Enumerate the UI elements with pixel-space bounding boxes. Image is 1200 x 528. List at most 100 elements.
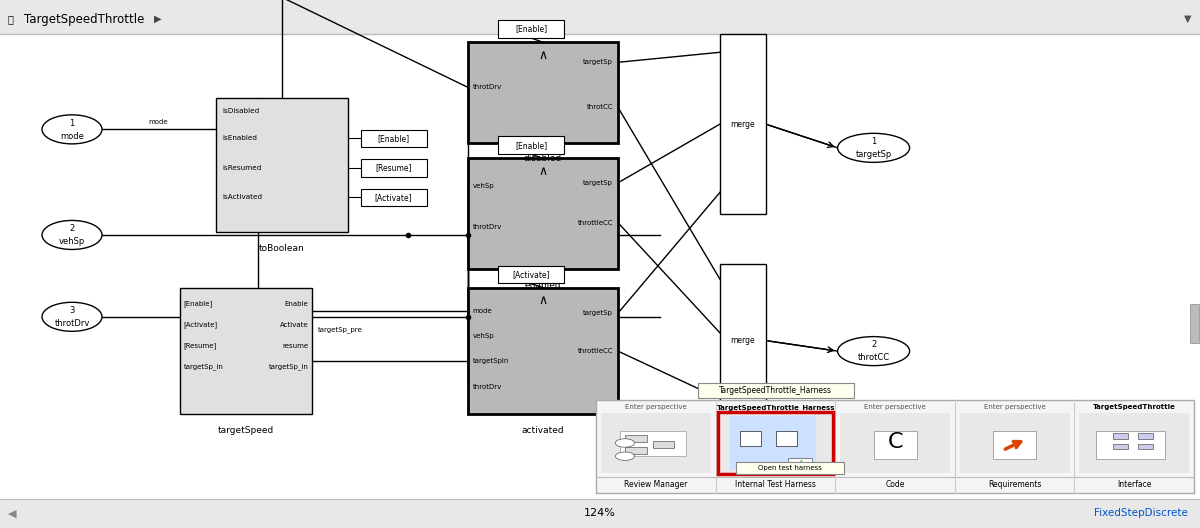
Text: [Enable]: [Enable] xyxy=(515,24,547,34)
Text: targetSp_in: targetSp_in xyxy=(269,364,308,370)
Text: targetSpIn: targetSpIn xyxy=(473,359,509,364)
FancyBboxPatch shape xyxy=(498,266,564,283)
Text: targetSp_pre: targetSp_pre xyxy=(318,327,362,333)
FancyBboxPatch shape xyxy=(180,288,312,414)
Text: ✓: ✓ xyxy=(796,458,804,468)
Text: Review Manager: Review Manager xyxy=(624,480,688,489)
Text: merge: merge xyxy=(731,119,755,129)
Text: TargetSpeedThrottle_Harness: TargetSpeedThrottle_Harness xyxy=(716,404,835,411)
Text: isResumed: isResumed xyxy=(222,165,262,171)
Text: Internal Test Harness: Internal Test Harness xyxy=(736,480,816,489)
Text: activated: activated xyxy=(522,426,564,435)
FancyBboxPatch shape xyxy=(468,288,618,414)
Text: mode: mode xyxy=(60,131,84,141)
Text: ∧: ∧ xyxy=(539,49,547,62)
Circle shape xyxy=(616,452,635,460)
Text: throttleCC: throttleCC xyxy=(577,348,613,354)
FancyBboxPatch shape xyxy=(730,416,816,470)
Text: 1: 1 xyxy=(871,137,876,146)
Text: isEnabled: isEnabled xyxy=(222,135,257,142)
Text: Interface: Interface xyxy=(1117,480,1152,489)
FancyBboxPatch shape xyxy=(601,413,712,473)
Text: TargetSpeedThrottle: TargetSpeedThrottle xyxy=(1093,404,1176,410)
Text: C: C xyxy=(888,432,902,452)
Text: targetSp: targetSp xyxy=(583,180,613,186)
FancyBboxPatch shape xyxy=(1112,444,1128,449)
Text: Enter perspective: Enter perspective xyxy=(625,404,688,410)
Ellipse shape xyxy=(42,302,102,332)
Text: TargetSpeedThrottle: TargetSpeedThrottle xyxy=(24,13,144,25)
FancyBboxPatch shape xyxy=(1112,433,1128,439)
Text: merge: merge xyxy=(731,336,755,345)
Text: throtDrv: throtDrv xyxy=(473,384,502,390)
FancyBboxPatch shape xyxy=(736,462,844,474)
Text: mode: mode xyxy=(149,119,168,125)
FancyBboxPatch shape xyxy=(653,441,674,448)
Text: vehSp: vehSp xyxy=(473,333,494,339)
Text: [Enable]: [Enable] xyxy=(378,134,409,143)
Text: targetSp: targetSp xyxy=(583,59,613,65)
FancyBboxPatch shape xyxy=(787,458,811,468)
Text: ▼: ▼ xyxy=(1184,14,1192,24)
FancyBboxPatch shape xyxy=(625,435,647,442)
Text: 🗂: 🗂 xyxy=(7,14,13,24)
Text: Enter perspective: Enter perspective xyxy=(864,404,926,410)
Circle shape xyxy=(616,439,635,447)
Text: vehSp: vehSp xyxy=(473,183,494,189)
Text: isDisabled: isDisabled xyxy=(222,108,259,114)
FancyBboxPatch shape xyxy=(468,42,618,143)
Text: vehSp: vehSp xyxy=(59,237,85,247)
FancyBboxPatch shape xyxy=(720,34,766,214)
Text: [Activate]: [Activate] xyxy=(184,322,217,328)
FancyBboxPatch shape xyxy=(216,98,348,232)
Text: [Activate]: [Activate] xyxy=(512,270,550,279)
FancyBboxPatch shape xyxy=(468,158,618,269)
Text: ∧: ∧ xyxy=(539,294,547,307)
Text: throtCC: throtCC xyxy=(858,353,889,363)
Text: Enable: Enable xyxy=(284,300,308,307)
Text: resume: resume xyxy=(282,343,308,349)
Text: mode: mode xyxy=(473,308,492,314)
Text: TargetSpeedThrottle_Harness: TargetSpeedThrottle_Harness xyxy=(719,386,832,395)
Ellipse shape xyxy=(838,337,910,365)
Text: [Resume]: [Resume] xyxy=(184,343,217,349)
FancyBboxPatch shape xyxy=(874,431,917,459)
FancyBboxPatch shape xyxy=(1190,304,1199,343)
Text: throtDrv: throtDrv xyxy=(473,84,502,90)
Text: throtDrv: throtDrv xyxy=(54,319,90,328)
Ellipse shape xyxy=(42,115,102,144)
Text: enabled: enabled xyxy=(524,281,562,290)
FancyBboxPatch shape xyxy=(0,499,1200,528)
Ellipse shape xyxy=(838,134,910,163)
Text: 1: 1 xyxy=(70,118,74,128)
FancyBboxPatch shape xyxy=(994,431,1037,459)
FancyBboxPatch shape xyxy=(0,29,1200,499)
FancyBboxPatch shape xyxy=(360,129,427,147)
FancyBboxPatch shape xyxy=(840,413,950,473)
FancyBboxPatch shape xyxy=(498,136,564,154)
FancyBboxPatch shape xyxy=(720,264,766,417)
Text: throtCC: throtCC xyxy=(587,105,613,110)
Text: targetSp_in: targetSp_in xyxy=(184,364,223,370)
FancyBboxPatch shape xyxy=(697,383,853,398)
FancyBboxPatch shape xyxy=(498,20,564,38)
Text: Open test harness: Open test harness xyxy=(758,465,822,471)
Text: Enter perspective: Enter perspective xyxy=(984,404,1045,410)
Text: targetSpeed: targetSpeed xyxy=(218,426,274,435)
Text: 2: 2 xyxy=(70,224,74,233)
Text: toBoolean: toBoolean xyxy=(259,244,305,253)
Text: Activate: Activate xyxy=(280,322,308,328)
Text: Code: Code xyxy=(886,480,905,489)
FancyBboxPatch shape xyxy=(360,159,427,176)
Text: Requirements: Requirements xyxy=(988,480,1042,489)
Text: [Enable]: [Enable] xyxy=(515,140,547,150)
Text: 124%: 124% xyxy=(584,508,616,518)
Text: [Resume]: [Resume] xyxy=(376,163,412,173)
FancyBboxPatch shape xyxy=(625,447,647,454)
Text: FixedStepDiscrete: FixedStepDiscrete xyxy=(1094,508,1188,518)
Text: throtDrv: throtDrv xyxy=(473,224,502,230)
Text: 3: 3 xyxy=(70,306,74,315)
Text: ▶: ▶ xyxy=(154,14,161,24)
FancyBboxPatch shape xyxy=(596,400,1194,493)
Text: [Activate]: [Activate] xyxy=(374,193,413,202)
